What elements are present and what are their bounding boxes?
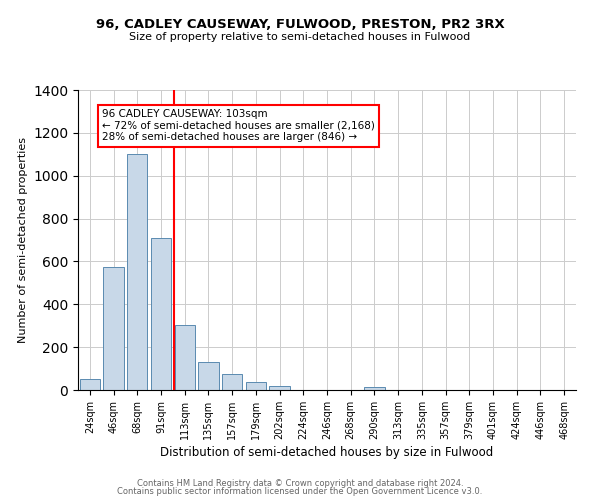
Bar bbox=[103, 267, 124, 390]
Bar bbox=[222, 374, 242, 390]
Bar bbox=[80, 380, 100, 390]
Y-axis label: Number of semi-detached properties: Number of semi-detached properties bbox=[17, 137, 28, 343]
Bar bbox=[269, 386, 290, 390]
X-axis label: Distribution of semi-detached houses by size in Fulwood: Distribution of semi-detached houses by … bbox=[160, 446, 494, 459]
Bar bbox=[199, 362, 218, 390]
Text: Contains public sector information licensed under the Open Government Licence v3: Contains public sector information licen… bbox=[118, 487, 482, 496]
Bar bbox=[246, 382, 266, 390]
Text: Contains HM Land Registry data © Crown copyright and database right 2024.: Contains HM Land Registry data © Crown c… bbox=[137, 478, 463, 488]
Text: Size of property relative to semi-detached houses in Fulwood: Size of property relative to semi-detach… bbox=[130, 32, 470, 42]
Text: 96, CADLEY CAUSEWAY, FULWOOD, PRESTON, PR2 3RX: 96, CADLEY CAUSEWAY, FULWOOD, PRESTON, P… bbox=[95, 18, 505, 30]
Bar bbox=[175, 324, 195, 390]
Bar bbox=[151, 238, 171, 390]
Bar bbox=[364, 387, 385, 390]
Text: 96 CADLEY CAUSEWAY: 103sqm
← 72% of semi-detached houses are smaller (2,168)
28%: 96 CADLEY CAUSEWAY: 103sqm ← 72% of semi… bbox=[102, 110, 374, 142]
Bar bbox=[127, 154, 148, 390]
